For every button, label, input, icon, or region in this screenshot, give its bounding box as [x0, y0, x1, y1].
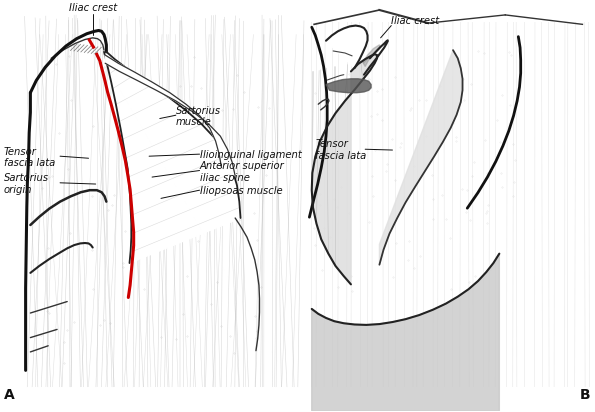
- Text: Tensor
fascia lata: Tensor fascia lata: [4, 147, 55, 168]
- Polygon shape: [363, 45, 381, 66]
- Polygon shape: [1, 2, 300, 411]
- Text: Iliac crest: Iliac crest: [68, 3, 117, 13]
- Polygon shape: [105, 55, 235, 176]
- Text: A: A: [4, 388, 14, 402]
- Text: B: B: [580, 388, 590, 402]
- Polygon shape: [326, 26, 368, 68]
- Text: Sartorius
origin: Sartorius origin: [4, 173, 49, 195]
- Text: Anterior superior
iliac spine: Anterior superior iliac spine: [199, 161, 284, 183]
- Text: Iliac crest: Iliac crest: [392, 16, 440, 26]
- Polygon shape: [380, 50, 462, 265]
- Polygon shape: [312, 254, 499, 411]
- Polygon shape: [303, 2, 594, 411]
- Polygon shape: [326, 79, 371, 93]
- Text: Ilioinguinal ligament: Ilioinguinal ligament: [199, 150, 301, 160]
- Polygon shape: [364, 40, 388, 75]
- Polygon shape: [51, 30, 107, 59]
- Polygon shape: [312, 54, 377, 284]
- Text: Iliopsoas muscle: Iliopsoas muscle: [199, 186, 282, 196]
- Text: Tensor
fascia lata: Tensor fascia lata: [315, 139, 367, 161]
- Polygon shape: [104, 52, 240, 263]
- Text: Sartorius
muscle: Sartorius muscle: [176, 105, 221, 127]
